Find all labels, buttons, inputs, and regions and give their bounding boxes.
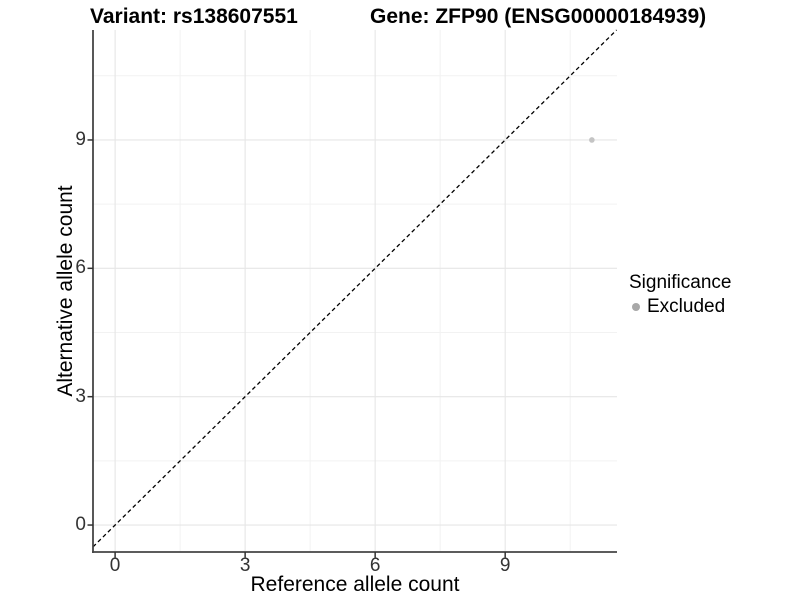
y-tick-label: 9 xyxy=(75,128,86,150)
legend-item-label: Excluded xyxy=(647,296,726,317)
x-axis-title: Reference allele count xyxy=(250,573,460,596)
legend-title: Significance xyxy=(629,272,732,293)
legend-items: Excluded xyxy=(629,296,731,318)
x-tick-label: 6 xyxy=(369,555,381,576)
legend-item: Excluded xyxy=(629,296,731,318)
y-axis-title: Alternative allele count xyxy=(54,185,77,397)
data-point xyxy=(589,137,595,143)
legend: Significance Excluded xyxy=(629,272,731,318)
x-tick-label: 0 xyxy=(109,555,121,576)
y-tick-label: 6 xyxy=(75,257,86,279)
plot-title-gene: Gene: ZFP90 (ENSG00000184939) xyxy=(370,5,707,28)
identity-line xyxy=(92,29,618,548)
x-tick-label: 9 xyxy=(499,555,511,576)
legend-swatch-dot-icon xyxy=(632,303,640,311)
y-tick-label: 3 xyxy=(75,385,86,407)
plot-title-variant: Variant: rs138607551 xyxy=(90,5,298,28)
y-tick-label: 0 xyxy=(75,514,86,536)
x-tick-label: 3 xyxy=(239,555,251,576)
